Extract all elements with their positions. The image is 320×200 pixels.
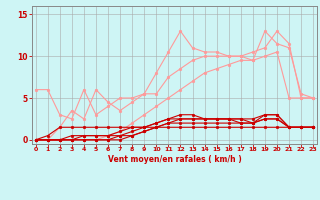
X-axis label: Vent moyen/en rafales ( km/h ): Vent moyen/en rafales ( km/h ) — [108, 155, 241, 164]
